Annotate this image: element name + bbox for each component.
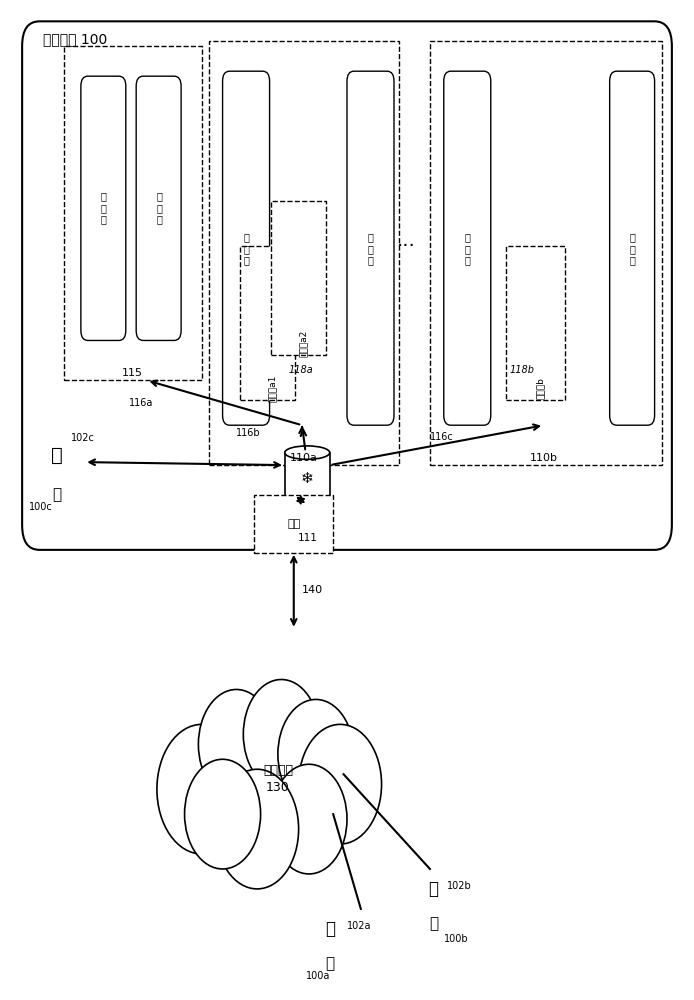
Text: 115: 115 <box>122 368 143 378</box>
Text: 102b: 102b <box>447 881 472 891</box>
Text: ❄: ❄ <box>301 471 314 486</box>
Text: 118a: 118a <box>288 365 313 375</box>
Text: 111: 111 <box>297 533 317 543</box>
Text: 🖥: 🖥 <box>51 446 62 465</box>
Text: 118b: 118b <box>509 365 534 375</box>
FancyBboxPatch shape <box>347 71 394 425</box>
Text: 140: 140 <box>302 585 323 595</box>
Text: ...: ... <box>396 231 415 250</box>
Text: 116c: 116c <box>430 432 454 442</box>
Ellipse shape <box>285 446 330 459</box>
Text: 100a: 100a <box>305 971 330 981</box>
Bar <box>271 201 326 355</box>
Bar <box>254 495 333 553</box>
Circle shape <box>216 769 298 889</box>
Text: 服
务
器: 服 务 器 <box>464 232 471 265</box>
Bar <box>285 453 330 505</box>
Bar <box>506 246 565 400</box>
Circle shape <box>157 724 247 854</box>
Text: 110b: 110b <box>530 453 558 463</box>
Text: 数据中心 100: 数据中心 100 <box>43 32 107 46</box>
Text: 👤: 👤 <box>429 916 438 931</box>
Text: 👤: 👤 <box>52 488 61 503</box>
Circle shape <box>271 764 347 874</box>
Circle shape <box>244 680 319 789</box>
Text: 100c: 100c <box>29 502 53 512</box>
Text: 虚拟机a2: 虚拟机a2 <box>298 330 307 357</box>
Text: 🖥: 🖥 <box>428 880 439 898</box>
Bar <box>430 41 661 465</box>
Text: 控
制
器: 控 制 器 <box>156 191 162 224</box>
FancyBboxPatch shape <box>22 21 672 550</box>
Text: 100b: 100b <box>443 934 468 944</box>
Text: 管
理
器: 管 理 器 <box>368 232 373 265</box>
Text: 虚拟机a1: 虚拟机a1 <box>267 375 276 402</box>
Text: 116a: 116a <box>129 398 153 408</box>
FancyBboxPatch shape <box>81 76 126 340</box>
Circle shape <box>298 724 382 844</box>
Text: 102c: 102c <box>71 433 94 443</box>
FancyBboxPatch shape <box>223 71 269 425</box>
Text: 通信网络
130: 通信网络 130 <box>263 764 293 794</box>
Bar <box>240 246 295 400</box>
Text: 116b: 116b <box>236 428 261 438</box>
Circle shape <box>198 689 274 799</box>
Circle shape <box>185 759 261 869</box>
Text: 虚拟机b: 虚拟机b <box>536 377 545 399</box>
Bar <box>64 46 202 380</box>
Text: 网关: 网关 <box>287 519 301 529</box>
Circle shape <box>278 699 354 809</box>
Text: 👤: 👤 <box>325 956 335 971</box>
FancyBboxPatch shape <box>609 71 654 425</box>
Text: 102a: 102a <box>347 921 371 931</box>
Bar <box>209 41 399 465</box>
FancyBboxPatch shape <box>136 76 181 340</box>
Text: 服
务
器: 服 务 器 <box>243 232 249 265</box>
Text: 110a: 110a <box>289 453 317 463</box>
Ellipse shape <box>285 498 330 512</box>
FancyBboxPatch shape <box>443 71 491 425</box>
Text: 管
理
器: 管 理 器 <box>629 232 636 265</box>
Text: 🖥: 🖥 <box>325 920 335 938</box>
Text: 服
务
器: 服 务 器 <box>101 191 107 224</box>
